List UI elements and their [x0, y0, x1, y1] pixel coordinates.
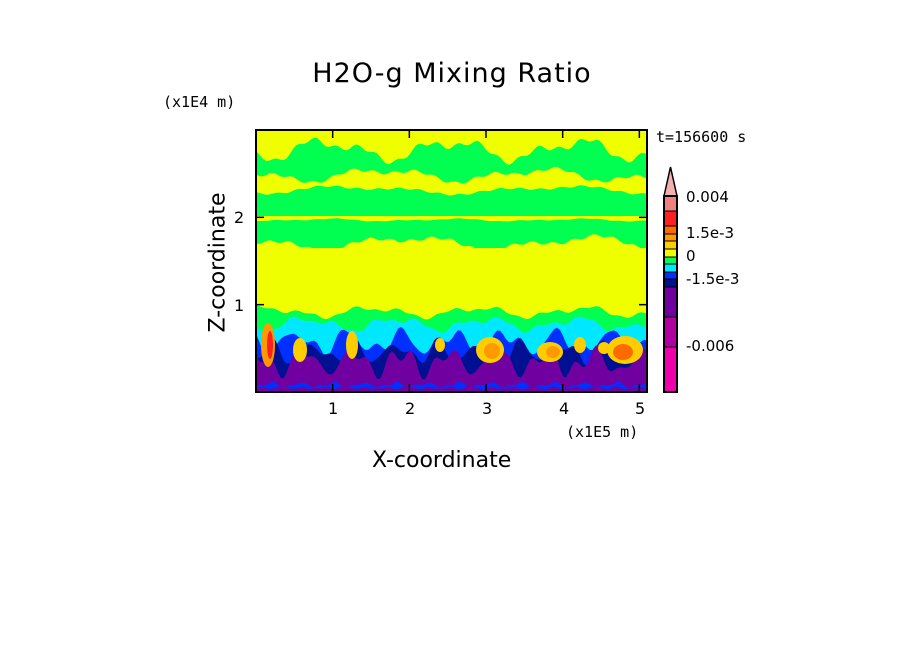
x-tick-label: 4 [559, 399, 570, 418]
chart-title: H2O-g Mixing Ratio [312, 58, 592, 89]
y-unit-label: (x1E4 m) [163, 93, 236, 111]
colorbar-label: 0.004 [686, 188, 729, 206]
x-tick-label: 3 [482, 399, 493, 418]
contour-blob [598, 342, 610, 354]
contour-blob [574, 337, 586, 353]
colorbar-frame [663, 195, 678, 393]
x-tick-label: 1 [328, 399, 339, 418]
colorbar-swatch [663, 248, 678, 258]
contour-blob [484, 343, 500, 359]
colorbar-swatch [663, 278, 678, 288]
colorbar-swatch [663, 316, 678, 348]
plot-frame [255, 129, 648, 393]
y-tick-label: 1 [234, 296, 245, 315]
colorbar-label: -1.5e-3 [686, 270, 740, 288]
contour-blob [267, 331, 273, 359]
colorbar-swatch [663, 225, 678, 235]
colorbar [663, 166, 678, 393]
colorbar-swatch [663, 286, 678, 318]
colorbar-label: 0 [686, 247, 696, 265]
colorbar-swatch [663, 240, 678, 250]
colorbar-label: -0.006 [686, 337, 735, 355]
colorbar-extend-arrow [663, 166, 678, 197]
colorbar-swatch [663, 210, 678, 227]
time-label: t=156600 s [656, 128, 747, 146]
axis-ticks [256, 130, 647, 392]
contour-region [256, 386, 647, 392]
contour-region [256, 185, 647, 216]
contour-blob [346, 331, 358, 359]
colorbar-label: 1.5e-3 [686, 224, 735, 242]
colorbar-swatch [663, 233, 678, 242]
contour-field [256, 130, 647, 392]
x-axis-label: X-coordinate [372, 448, 512, 473]
contour-region [256, 218, 647, 248]
contour-blob [293, 338, 307, 362]
contour-region [256, 234, 647, 260]
colorbar-swatch [663, 195, 678, 212]
y-axis-label: Z-coordinate [205, 192, 231, 333]
x-unit-label: (x1E5 m) [566, 423, 639, 441]
y-tick-label: 2 [234, 208, 245, 227]
contour-blob [613, 344, 633, 360]
x-tick-label: 5 [635, 399, 646, 418]
colorbar-swatch [663, 271, 678, 280]
contour-blob [546, 346, 560, 358]
colorbar-swatch [663, 263, 678, 273]
colorbar-swatch [663, 346, 678, 393]
contour-blob [435, 338, 445, 352]
x-tick-label: 2 [405, 399, 416, 418]
colorbar-swatch [663, 256, 678, 265]
